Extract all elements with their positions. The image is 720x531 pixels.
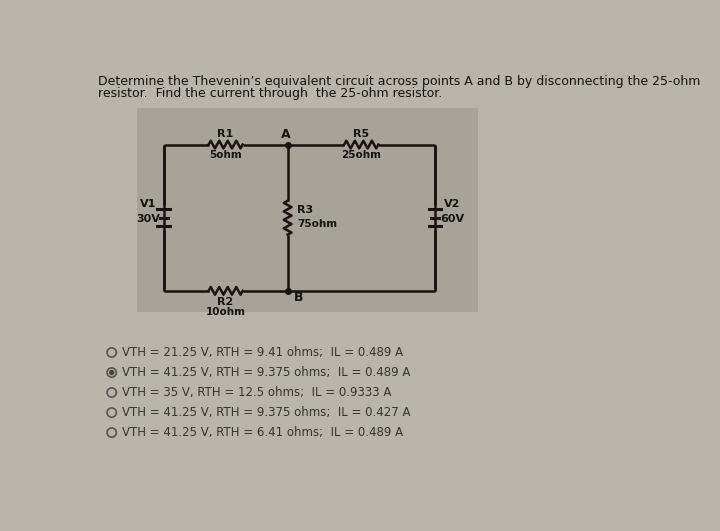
Text: resistor.  Find the current through  the 25-ohm resistor.: resistor. Find the current through the 2… — [98, 87, 442, 100]
Text: B: B — [294, 292, 303, 304]
Text: R3: R3 — [297, 205, 313, 215]
Circle shape — [109, 370, 114, 375]
Text: Determine the Thevenin’s equivalent circuit across points A and B by disconnecti: Determine the Thevenin’s equivalent circ… — [98, 74, 700, 88]
Text: R1: R1 — [217, 129, 234, 139]
Bar — [137, 108, 477, 312]
Text: VTH = 41.25 V, RTH = 9.375 ohms;  IL = 0.427 A: VTH = 41.25 V, RTH = 9.375 ohms; IL = 0.… — [122, 406, 410, 419]
Text: A: A — [282, 128, 291, 141]
Text: 10ohm: 10ohm — [206, 307, 246, 316]
Text: 25ohm: 25ohm — [341, 150, 382, 160]
Text: V1: V1 — [140, 199, 156, 209]
Text: R2: R2 — [217, 297, 234, 306]
Text: 30V: 30V — [136, 215, 160, 224]
Text: 60V: 60V — [440, 215, 464, 224]
Text: VTH = 35 V, RTH = 12.5 ohms;  IL = 0.9333 A: VTH = 35 V, RTH = 12.5 ohms; IL = 0.9333… — [122, 386, 391, 399]
Text: 5ohm: 5ohm — [210, 150, 242, 160]
Text: VTH = 41.25 V, RTH = 9.375 ohms;  IL = 0.489 A: VTH = 41.25 V, RTH = 9.375 ohms; IL = 0.… — [122, 366, 410, 379]
Text: V2: V2 — [444, 199, 460, 209]
Text: 75ohm: 75ohm — [297, 219, 337, 229]
Text: VTH = 41.25 V, RTH = 6.41 ohms;  IL = 0.489 A: VTH = 41.25 V, RTH = 6.41 ohms; IL = 0.4… — [122, 426, 403, 439]
Text: VTH = 21.25 V, RTH = 9.41 ohms;  IL = 0.489 A: VTH = 21.25 V, RTH = 9.41 ohms; IL = 0.4… — [122, 346, 403, 359]
Text: R5: R5 — [354, 129, 369, 139]
